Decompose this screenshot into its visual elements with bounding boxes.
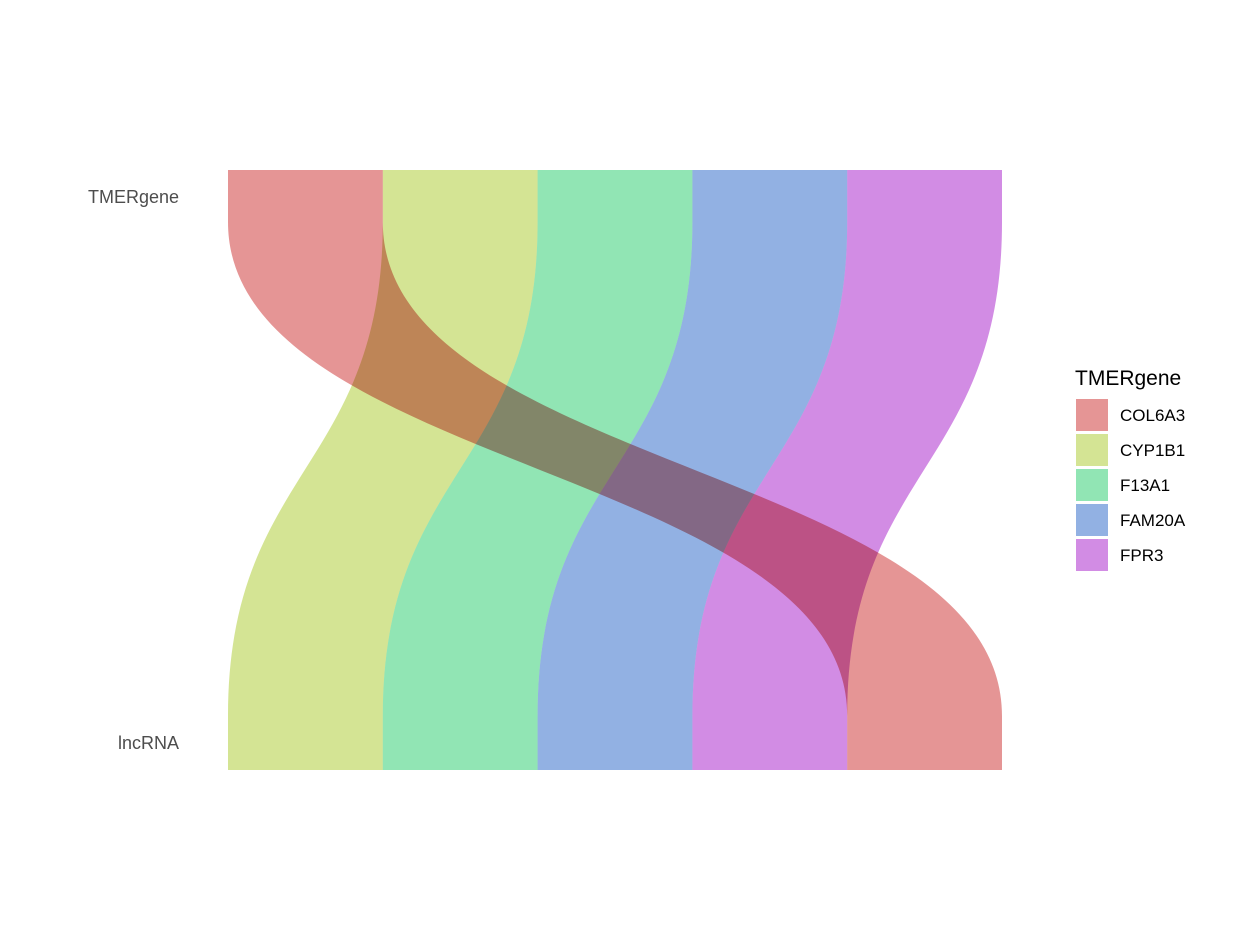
- legend: TMERgene COL6A3 CYP1B1 F13A1 FAM20A FPR3: [1075, 367, 1186, 571]
- legend-label-f13a1: F13A1: [1120, 476, 1170, 495]
- legend-key-fam20a: [1076, 504, 1108, 536]
- flows-layer: [228, 170, 1002, 770]
- legend-key-cyp1b1: [1076, 434, 1108, 466]
- legend-label-col6a3: COL6A3: [1120, 406, 1185, 425]
- axis-label-tmergene: TMERgene: [88, 187, 179, 207]
- flow-cyp1b1: [228, 170, 538, 770]
- legend-label-fam20a: FAM20A: [1120, 511, 1186, 530]
- legend-label-cyp1b1: CYP1B1: [1120, 441, 1185, 460]
- legend-key-f13a1: [1076, 469, 1108, 501]
- legend-key-fpr3: [1076, 539, 1108, 571]
- flow-fam20a: [537, 170, 848, 770]
- axis-label-lncrna: lncRNA: [118, 733, 179, 753]
- axis-labels: TMERgene lncRNA: [88, 187, 179, 753]
- legend-title: TMERgene: [1075, 367, 1181, 390]
- legend-label-fpr3: FPR3: [1120, 546, 1163, 565]
- flow-fpr3: [692, 170, 1002, 770]
- flow-f13a1: [382, 170, 693, 770]
- legend-key-col6a3: [1076, 399, 1108, 431]
